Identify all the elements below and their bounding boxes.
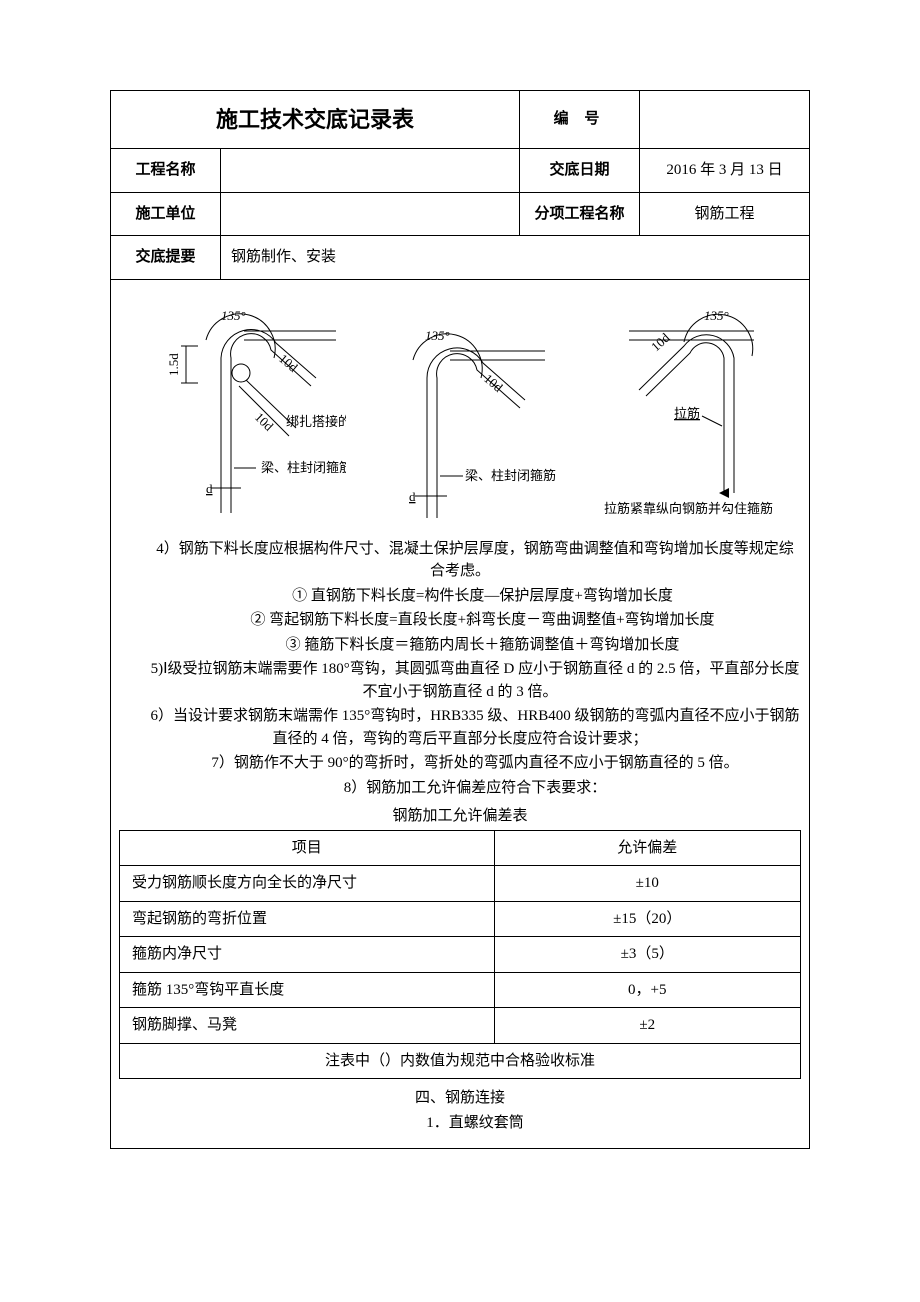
p6: 6）当设计要求钢筋末端需作 135°弯钩时，HRB335 级、HRB400 级钢… <box>119 705 801 750</box>
sec4-item1: 1．直螺纹套筒 <box>119 1112 801 1135</box>
cell: 箍筋 135°弯钩平直长度 <box>120 972 495 1008</box>
cell: 受力钢筋顺长度方向全长的净尺寸 <box>120 866 495 902</box>
cell: ±10 <box>494 866 800 902</box>
diagram-1: 135° 10d 10d <box>126 298 346 528</box>
cell: 钢筋脚撑、马凳 <box>120 1008 495 1044</box>
body-text: 4）钢筋下料长度应根据构件尺寸、混凝土保护层厚度，钢筋弯曲调整值和弯钩增加长度等… <box>119 538 801 800</box>
section-4: 四、钢筋连接 1．直螺纹套筒 <box>119 1087 801 1134</box>
table-row: 弯起钢筋的弯折位置 ±15（20） <box>120 901 801 937</box>
doc-title: 施工技术交底记录表 <box>111 91 520 149</box>
project-value <box>221 149 520 193</box>
p8: 8）钢筋加工允许偏差应符合下表要求： <box>119 777 801 800</box>
desc1b: 梁、柱封闭箍筋 <box>261 460 346 475</box>
desc1a: 绑扎搭接的柱、梁纵筋 <box>286 414 346 429</box>
table-note: 注表中（）内数值为规范中合格验收标准 <box>120 1043 801 1079</box>
table-row: 钢筋脚撑、马凳 ±2 <box>120 1008 801 1044</box>
p4: 4）钢筋下料长度应根据构件尺寸、混凝土保护层厚度，钢筋弯曲调整值和弯钩增加长度等… <box>119 538 801 583</box>
len-10d-b: 10d <box>252 409 277 434</box>
desc3-top: 拉筋 <box>674 406 700 421</box>
tolerance-table-title: 钢筋加工允许偏差表 <box>119 805 801 828</box>
table-row: 受力钢筋顺长度方向全长的净尺寸 ±10 <box>120 866 801 902</box>
tolerance-table: 项目 允许偏差 受力钢筋顺长度方向全长的净尺寸 ±10 弯起钢筋的弯折位置 ±1… <box>119 830 801 1080</box>
cell: 箍筋内净尺寸 <box>120 937 495 973</box>
angle-label: 135° <box>221 308 246 323</box>
cell: ±2 <box>494 1008 800 1044</box>
p7: 7）钢筋作不大于 90°的弯折时，弯折处的弯弧内直径不应小于钢筋直径的 5 倍。 <box>119 752 801 775</box>
project-label: 工程名称 <box>111 149 221 193</box>
cell: ±15（20） <box>494 901 800 937</box>
cell: ±3（5） <box>494 937 800 973</box>
subproject-label: 分项工程名称 <box>520 192 640 236</box>
len-1-5d: 1.5d <box>166 352 181 375</box>
len-10d-3: 10d <box>648 329 673 354</box>
desc3-bottom: 拉筋紧靠纵向钢筋并勾住箍筋 <box>604 501 773 516</box>
date-value: 2016 年 3 月 13 日 <box>640 149 810 193</box>
number-value <box>640 91 810 149</box>
summary-value: 钢筋制作、安装 <box>221 236 810 280</box>
diagram-2: 135° 10d d 梁、柱封闭箍筋 <box>365 318 565 528</box>
cell: 弯起钢筋的弯折位置 <box>120 901 495 937</box>
p4a: ① 直钢筋下料长度=构件长度—保护层厚度+弯钩增加长度 <box>119 585 801 608</box>
diagram-row: 135° 10d 10d <box>119 298 801 528</box>
col-header-1: 允许偏差 <box>494 830 800 866</box>
diagram-3: 135° 10d 拉筋 <box>584 298 794 528</box>
table-row: 箍筋 135°弯钩平直长度 0，+5 <box>120 972 801 1008</box>
cell: 0，+5 <box>494 972 800 1008</box>
date-label: 交底日期 <box>520 149 640 193</box>
header-table: 施工技术交底记录表 编 号 工程名称 交底日期 2016 年 3 月 13 日 … <box>110 90 810 1149</box>
len-d-2: d <box>409 489 416 504</box>
unit-value <box>221 192 520 236</box>
len-d: d <box>206 481 213 496</box>
col-header-0: 项目 <box>120 830 495 866</box>
number-label: 编 号 <box>520 91 640 149</box>
content-body: 135° 10d 10d <box>111 279 810 1149</box>
desc2: 梁、柱封闭箍筋 <box>465 468 556 483</box>
summary-label: 交底提要 <box>111 236 221 280</box>
table-note-row: 注表中（）内数值为规范中合格验收标准 <box>120 1043 801 1079</box>
subproject-value: 钢筋工程 <box>640 192 810 236</box>
table-row: 箍筋内净尺寸 ±3（5） <box>120 937 801 973</box>
p4b: ② 弯起钢筋下料长度=直段长度+斜弯长度－弯曲调整值+弯钩增加长度 <box>119 609 801 632</box>
p4c: ③ 箍筋下料长度＝箍筋内周长＋箍筋调整值＋弯钩增加长度 <box>119 634 801 657</box>
len-10d-2: 10d <box>481 370 506 394</box>
p5: 5)Ⅰ级受拉钢筋末端需要作 180°弯钩，其圆弧弯曲直径 D 应小于钢筋直径 d… <box>119 658 801 703</box>
unit-label: 施工单位 <box>111 192 221 236</box>
sec4-heading: 四、钢筋连接 <box>119 1087 801 1110</box>
len-10d: 10d <box>276 350 301 374</box>
